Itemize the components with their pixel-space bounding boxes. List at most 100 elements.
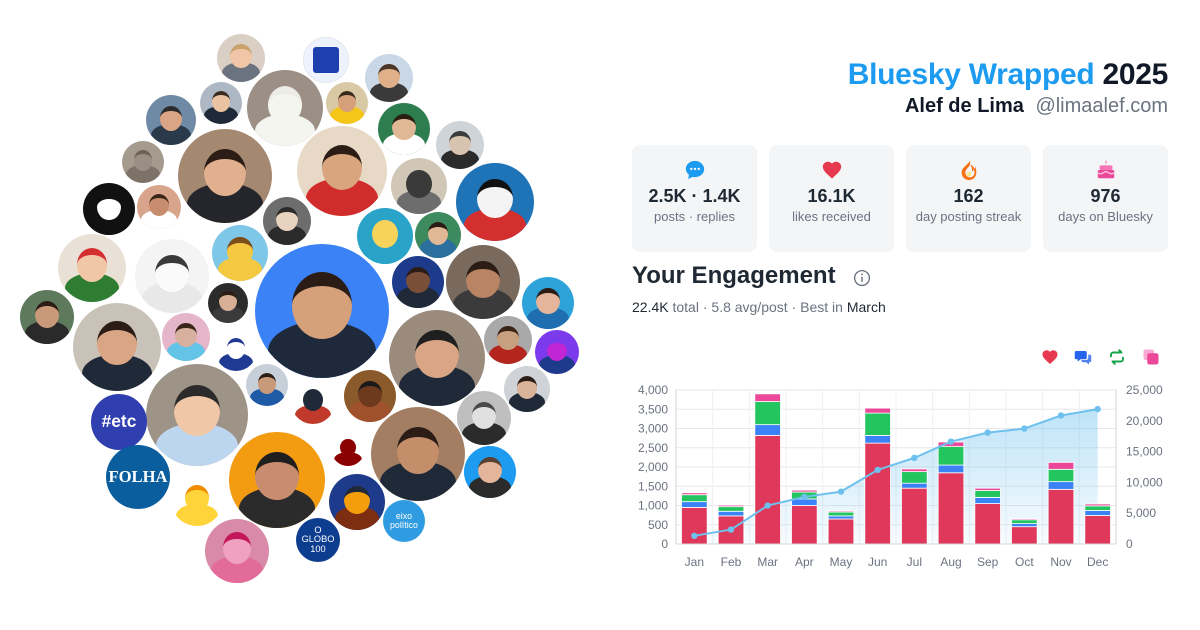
avatar[interactable] xyxy=(205,519,269,583)
avatar[interactable] xyxy=(208,283,248,323)
cumulative-point xyxy=(764,502,771,509)
engagement-total: 22.4K xyxy=(632,299,669,315)
avatar-face xyxy=(497,326,519,351)
avatar[interactable] xyxy=(73,303,161,391)
heart-icon[interactable] xyxy=(1041,348,1059,366)
avatar-face xyxy=(303,389,323,412)
avatar[interactable]: #etc xyxy=(91,394,147,450)
avatar[interactable] xyxy=(246,364,288,406)
bar-segment xyxy=(1084,503,1111,507)
reply-bubbles-icon[interactable] xyxy=(1074,348,1092,366)
y-left-tick-label: 0 xyxy=(661,537,668,551)
cumulative-point xyxy=(1094,405,1101,413)
avatar[interactable]: FOLHA xyxy=(106,445,170,509)
avatar[interactable] xyxy=(446,245,520,319)
avatar[interactable] xyxy=(415,212,461,258)
avatar[interactable]: O GLOBO 100 xyxy=(296,518,340,562)
avatar[interactable] xyxy=(146,364,248,466)
avatar-body xyxy=(212,306,244,323)
bar-segment xyxy=(681,501,708,508)
avatar-face xyxy=(226,337,246,359)
avatar[interactable] xyxy=(331,432,365,466)
avatar[interactable] xyxy=(303,37,349,83)
avatar-face xyxy=(276,207,298,232)
avatar[interactable] xyxy=(178,129,272,223)
bar-segment xyxy=(754,424,781,436)
avatar[interactable] xyxy=(297,126,387,216)
y-right-tick-label: 10,000 xyxy=(1126,475,1163,489)
avatar[interactable] xyxy=(247,70,323,146)
avatar-body xyxy=(141,210,177,229)
avatar[interactable] xyxy=(215,329,257,371)
avatar[interactable] xyxy=(456,163,534,241)
avatar[interactable] xyxy=(371,407,465,501)
y-right-tick-label: 15,000 xyxy=(1126,445,1163,459)
avatar-body xyxy=(151,123,191,145)
avatar[interactable] xyxy=(255,244,389,378)
cumulative-point xyxy=(984,429,991,436)
avatar[interactable] xyxy=(344,370,396,422)
avatar[interactable] xyxy=(504,366,550,412)
avatar[interactable] xyxy=(171,474,223,526)
avatar[interactable] xyxy=(122,141,164,183)
avatar[interactable] xyxy=(135,239,209,313)
avatar-body xyxy=(25,321,69,344)
repost-icon[interactable] xyxy=(1108,348,1126,366)
y-left-tick-label: 3,000 xyxy=(638,422,668,436)
bar-segment xyxy=(1011,518,1038,521)
avatar[interactable] xyxy=(436,121,484,169)
avatar-body xyxy=(334,451,362,466)
avatar[interactable] xyxy=(162,313,210,361)
avatar[interactable] xyxy=(291,380,335,424)
x-tick-label: Sep xyxy=(977,555,999,569)
avatar[interactable] xyxy=(58,234,126,302)
flame-icon xyxy=(961,160,976,181)
avatar[interactable] xyxy=(464,446,516,498)
avatar[interactable] xyxy=(329,474,385,530)
avatar[interactable] xyxy=(535,330,579,374)
avatar-face xyxy=(159,105,183,131)
avatar-body xyxy=(397,285,439,308)
user-line: Alef de Lima @limaalef.com xyxy=(905,95,1168,118)
avatar[interactable] xyxy=(229,432,325,528)
avatar[interactable] xyxy=(389,310,485,406)
avatar[interactable] xyxy=(263,197,311,245)
quote-icon[interactable] xyxy=(1142,348,1160,366)
avatar[interactable]: eixo político xyxy=(383,500,425,542)
avatar[interactable] xyxy=(484,316,532,364)
avatar[interactable] xyxy=(522,277,574,329)
stat-value: 976 xyxy=(1090,186,1121,206)
cumulative-point xyxy=(837,488,845,495)
engagement-title: Your Engagement xyxy=(632,262,836,289)
avatar[interactable] xyxy=(212,225,268,281)
stat-value: 16.1K xyxy=(807,186,856,206)
user-handle[interactable]: @limaalef.com xyxy=(1035,95,1168,117)
x-tick-label: Mar xyxy=(757,555,778,569)
avatar[interactable] xyxy=(20,290,74,344)
bar-segment xyxy=(681,494,708,503)
avatar[interactable] xyxy=(378,103,430,155)
stat-label: days on Bluesky xyxy=(1058,209,1153,224)
avatar[interactable] xyxy=(365,54,413,102)
avatar-body xyxy=(204,106,238,124)
avatar[interactable] xyxy=(137,185,181,229)
avatar[interactable] xyxy=(391,158,447,214)
x-tick-label: Jan xyxy=(685,555,704,569)
avatar[interactable] xyxy=(146,95,196,145)
avatar-body xyxy=(362,240,408,264)
avatar-face xyxy=(203,148,247,196)
y-left-tick-label: 3,500 xyxy=(638,402,668,416)
avatar[interactable] xyxy=(83,183,135,235)
avatar[interactable] xyxy=(357,208,413,264)
bar-segment xyxy=(791,505,818,545)
avatar[interactable] xyxy=(200,82,242,124)
info-icon[interactable] xyxy=(853,269,871,287)
avatar-face xyxy=(358,380,382,407)
avatar[interactable] xyxy=(457,391,511,445)
avatar[interactable] xyxy=(326,82,368,124)
avatar[interactable] xyxy=(392,256,444,308)
avatar-body xyxy=(334,506,380,530)
avatar-body xyxy=(166,340,206,361)
avatar[interactable] xyxy=(217,34,265,82)
bar-segment xyxy=(937,464,965,474)
